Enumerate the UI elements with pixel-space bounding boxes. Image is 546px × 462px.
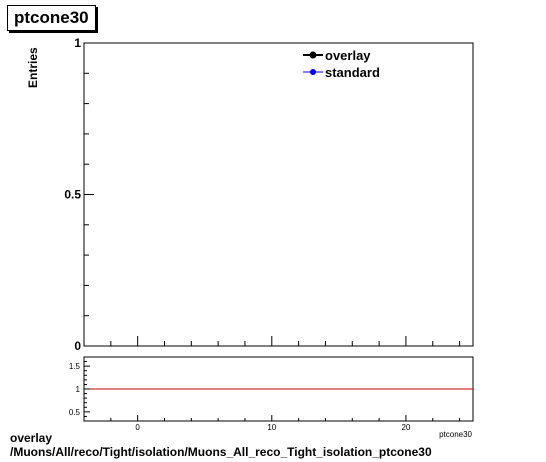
footer-histogram-path: /Muons/All/reco/Tight/isolation/Muons_Al…	[10, 445, 432, 459]
ratio-y-tick-label: 1.5	[69, 362, 81, 371]
ratio-y-tick-label: 0.5	[69, 408, 81, 417]
ratio-x-tick-label: 10	[267, 423, 276, 432]
legend-label-overlay: overlay	[325, 48, 371, 63]
legend-marker-standard	[310, 69, 316, 75]
ratio-y-axis: 0.5 1 1.5	[69, 356, 90, 422]
chart-title: ptcone30	[7, 5, 96, 31]
main-x-axis	[83, 336, 461, 346]
main-y-axis: 00.51	[64, 36, 94, 353]
legend-marker-overlay	[309, 51, 317, 59]
legend: overlay standard	[303, 48, 380, 80]
main-y-tick-label: 0.5	[64, 188, 81, 202]
main-y-tick-label: 1	[74, 36, 81, 50]
footer-dataset-label: overlay	[10, 431, 53, 445]
ratio-x-tick-label: 20	[401, 423, 410, 432]
main-plot-frame	[83, 42, 474, 347]
ratio-x-tick-label: 0	[135, 423, 140, 432]
main-y-tick-label: 0	[74, 339, 81, 353]
y-axis-label: Entries	[26, 47, 40, 88]
ratio-y-tick-label: 1	[76, 385, 81, 394]
x-axis-label: ptcone30	[439, 430, 472, 439]
legend-label-standard: standard	[325, 65, 380, 80]
ratio-x-axis: 0 10 20	[83, 415, 461, 432]
ratio-plot-panel: 0 10 20 0.5 1 1.5 ptcone30	[69, 356, 474, 439]
main-plot-panel: 00.51 Entries overlay standard	[26, 36, 474, 353]
